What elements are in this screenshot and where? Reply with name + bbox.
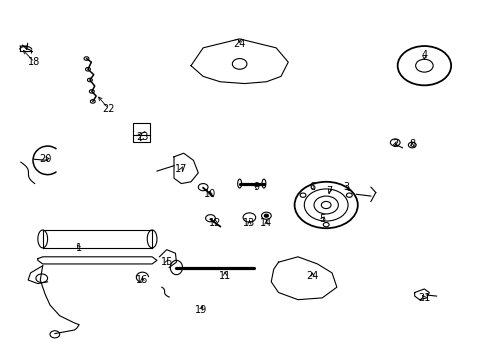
Text: 6: 6 xyxy=(309,182,315,192)
Text: 24: 24 xyxy=(306,271,318,282)
Circle shape xyxy=(264,214,268,217)
Text: 20: 20 xyxy=(39,154,51,163)
Text: 3: 3 xyxy=(343,182,349,192)
Text: 12: 12 xyxy=(209,218,221,228)
Text: 23: 23 xyxy=(136,132,148,142)
Text: 19: 19 xyxy=(194,305,206,315)
Text: 22: 22 xyxy=(102,104,114,113)
Text: 9: 9 xyxy=(253,182,259,192)
Text: 4: 4 xyxy=(421,50,427,60)
Text: 21: 21 xyxy=(417,293,430,303)
Text: 17: 17 xyxy=(175,164,187,174)
Text: 1: 1 xyxy=(76,243,82,253)
Text: 2: 2 xyxy=(391,139,398,149)
Text: 11: 11 xyxy=(219,271,231,282)
Text: 16: 16 xyxy=(136,275,148,285)
Text: 8: 8 xyxy=(408,139,414,149)
Text: 13: 13 xyxy=(243,218,255,228)
Text: 7: 7 xyxy=(326,186,332,196)
Text: 5: 5 xyxy=(319,214,325,224)
Text: 18: 18 xyxy=(28,57,41,67)
Text: 10: 10 xyxy=(204,189,216,199)
Text: 24: 24 xyxy=(233,39,245,49)
Text: 14: 14 xyxy=(260,218,272,228)
Text: 15: 15 xyxy=(160,257,173,267)
